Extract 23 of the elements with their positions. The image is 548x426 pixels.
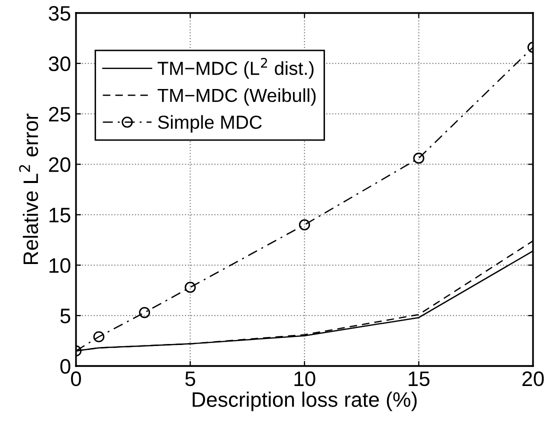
x-tick-label: 5 xyxy=(185,372,196,386)
legend-label: Simple MDC xyxy=(158,115,262,133)
legend-label: TM−MDC (L$^{2}$ dist.) xyxy=(158,58,314,79)
y-axis-title: Relative L$^{2}$ error xyxy=(19,114,38,264)
point xyxy=(138,306,150,318)
point xyxy=(298,219,310,230)
point xyxy=(184,282,196,293)
y-tick-label: 30 xyxy=(48,56,70,72)
y-tick-label: 10 xyxy=(50,258,70,273)
y-tick-label: 20 xyxy=(49,157,70,172)
point xyxy=(413,152,424,164)
x-tick-label: 10 xyxy=(294,371,316,386)
y-tick-label: 15 xyxy=(50,208,70,222)
y-tick-label: 5 xyxy=(60,308,70,324)
y-tick-label: 35 xyxy=(48,6,70,21)
x-axis-title: Description loss rate (%) xyxy=(192,392,417,412)
y-tick-label: 25 xyxy=(49,106,70,122)
x-tick-label: 0 xyxy=(71,371,81,386)
x-tick-label: 15 xyxy=(408,372,430,386)
legend-label: TM−MDC (Weibull) xyxy=(158,88,316,106)
y-tick-label: 0 xyxy=(60,359,70,374)
x-tick-label: 20 xyxy=(522,371,544,386)
point xyxy=(93,331,104,342)
